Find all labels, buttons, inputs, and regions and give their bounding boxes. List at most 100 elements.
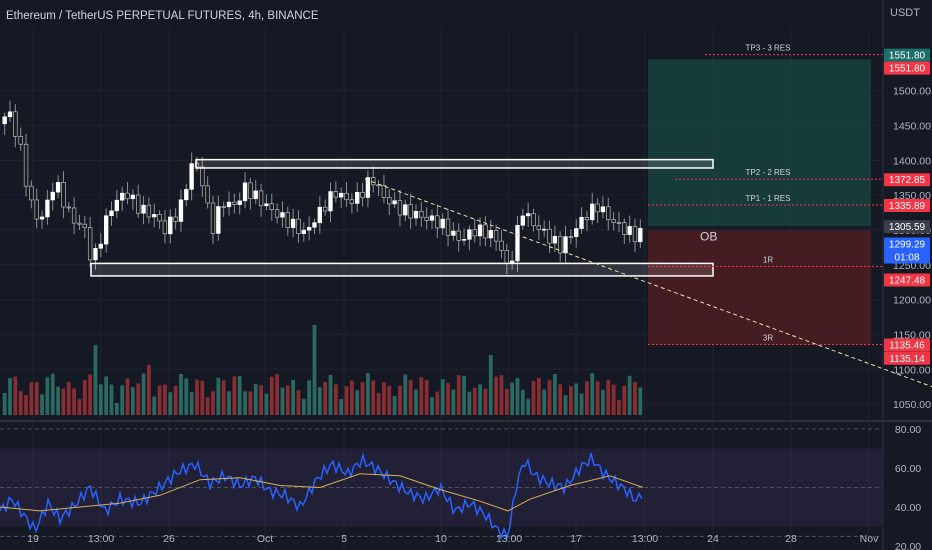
candle-body bbox=[531, 213, 536, 227]
volume-bar bbox=[200, 380, 205, 415]
volume-bar bbox=[456, 375, 461, 415]
candle-body bbox=[440, 218, 445, 229]
candle-body bbox=[408, 204, 413, 219]
volume-bar bbox=[248, 391, 253, 415]
volume-bar bbox=[376, 393, 381, 415]
price-tag bbox=[884, 250, 930, 264]
volume-bar bbox=[403, 374, 408, 415]
candle-body bbox=[547, 228, 552, 244]
candle-body bbox=[168, 216, 173, 235]
volume-bar bbox=[264, 393, 269, 415]
volume-bar bbox=[317, 387, 322, 415]
candle-body bbox=[397, 200, 403, 216]
volume-bar bbox=[301, 398, 306, 415]
candle-body bbox=[344, 192, 349, 201]
candle-body bbox=[627, 226, 632, 235]
candle-body bbox=[216, 206, 221, 234]
price-tag bbox=[884, 173, 930, 187]
candle-body bbox=[451, 230, 456, 236]
candle-body bbox=[515, 225, 520, 262]
candle-body bbox=[45, 199, 50, 218]
candle-body bbox=[317, 206, 322, 224]
volume-bar bbox=[259, 385, 263, 415]
rsi-tick-label: 20.00 bbox=[895, 541, 921, 550]
candle-body bbox=[590, 203, 595, 221]
volume-bar bbox=[114, 402, 119, 415]
candle-body bbox=[39, 216, 45, 220]
candle-body bbox=[296, 218, 301, 234]
candle-body bbox=[568, 236, 574, 238]
candle-body bbox=[445, 218, 451, 236]
candle-body bbox=[333, 191, 339, 198]
volume-bar bbox=[141, 373, 146, 415]
rsi-pane bbox=[0, 428, 883, 541]
candle-body bbox=[376, 184, 381, 187]
volume-bar bbox=[296, 390, 301, 415]
candle-body bbox=[483, 224, 488, 239]
volume-bar bbox=[82, 380, 87, 415]
candle-body bbox=[274, 209, 280, 218]
price-tag-label: 1551.80 bbox=[889, 64, 926, 75]
volume-bar bbox=[526, 398, 531, 415]
price-tag bbox=[884, 220, 930, 234]
volume-bar bbox=[622, 385, 627, 415]
candle-body bbox=[29, 185, 34, 201]
candle-body bbox=[355, 191, 360, 204]
volume-bar bbox=[163, 384, 167, 415]
candle-body bbox=[632, 226, 638, 243]
candle-body bbox=[638, 228, 643, 243]
candle-body bbox=[285, 212, 290, 228]
volume-bar bbox=[440, 379, 445, 415]
volume-bar bbox=[109, 384, 114, 415]
volume-bar bbox=[93, 345, 98, 415]
volume-bar bbox=[61, 388, 66, 415]
candle-body bbox=[339, 192, 344, 198]
volume-bar bbox=[88, 374, 93, 415]
time-tick-label: Nov bbox=[860, 533, 879, 545]
candle-body bbox=[125, 192, 130, 200]
volume-bar bbox=[520, 389, 525, 415]
candle-body bbox=[290, 218, 296, 228]
volume-bar bbox=[408, 380, 413, 415]
candle-body bbox=[306, 226, 312, 231]
volume-bar bbox=[323, 382, 328, 415]
price-tag bbox=[884, 61, 930, 75]
candle-body bbox=[194, 163, 200, 168]
volume-bar bbox=[40, 394, 44, 415]
volume-bar bbox=[275, 374, 279, 415]
volume-bar bbox=[483, 388, 488, 415]
price-tick-label: 1150.00 bbox=[893, 329, 930, 341]
candle-body bbox=[574, 228, 579, 237]
volume-bar bbox=[291, 379, 295, 415]
chart-title: Ethereum / TetherUS PERPETUAL FUTURES, 4… bbox=[6, 10, 319, 22]
volume-bar bbox=[179, 373, 183, 415]
candle-body bbox=[429, 215, 435, 221]
candle-body bbox=[226, 201, 232, 208]
candle-body bbox=[13, 111, 18, 137]
volume-bar bbox=[494, 376, 498, 415]
volume-bar bbox=[285, 385, 290, 415]
candle-body bbox=[584, 216, 590, 221]
candle-body bbox=[50, 191, 55, 201]
candle-body bbox=[323, 206, 328, 212]
volume-bar bbox=[462, 375, 466, 415]
candle-body bbox=[435, 215, 440, 229]
volume-bar bbox=[18, 391, 23, 415]
volume-bar bbox=[488, 355, 493, 415]
candle-body bbox=[87, 227, 93, 261]
candle-body bbox=[264, 203, 269, 207]
candle-body bbox=[120, 192, 125, 201]
candle-body bbox=[371, 177, 376, 186]
volume-bar bbox=[617, 399, 621, 415]
volume-bar bbox=[168, 392, 173, 415]
volume-bar bbox=[536, 377, 541, 415]
level-label: 3R bbox=[763, 334, 773, 343]
volume-bar bbox=[585, 381, 589, 415]
price-tag bbox=[884, 351, 930, 365]
trend-line bbox=[364, 178, 932, 388]
candle-body bbox=[141, 204, 146, 214]
volume-bar bbox=[253, 383, 258, 415]
candle-body bbox=[611, 219, 616, 223]
